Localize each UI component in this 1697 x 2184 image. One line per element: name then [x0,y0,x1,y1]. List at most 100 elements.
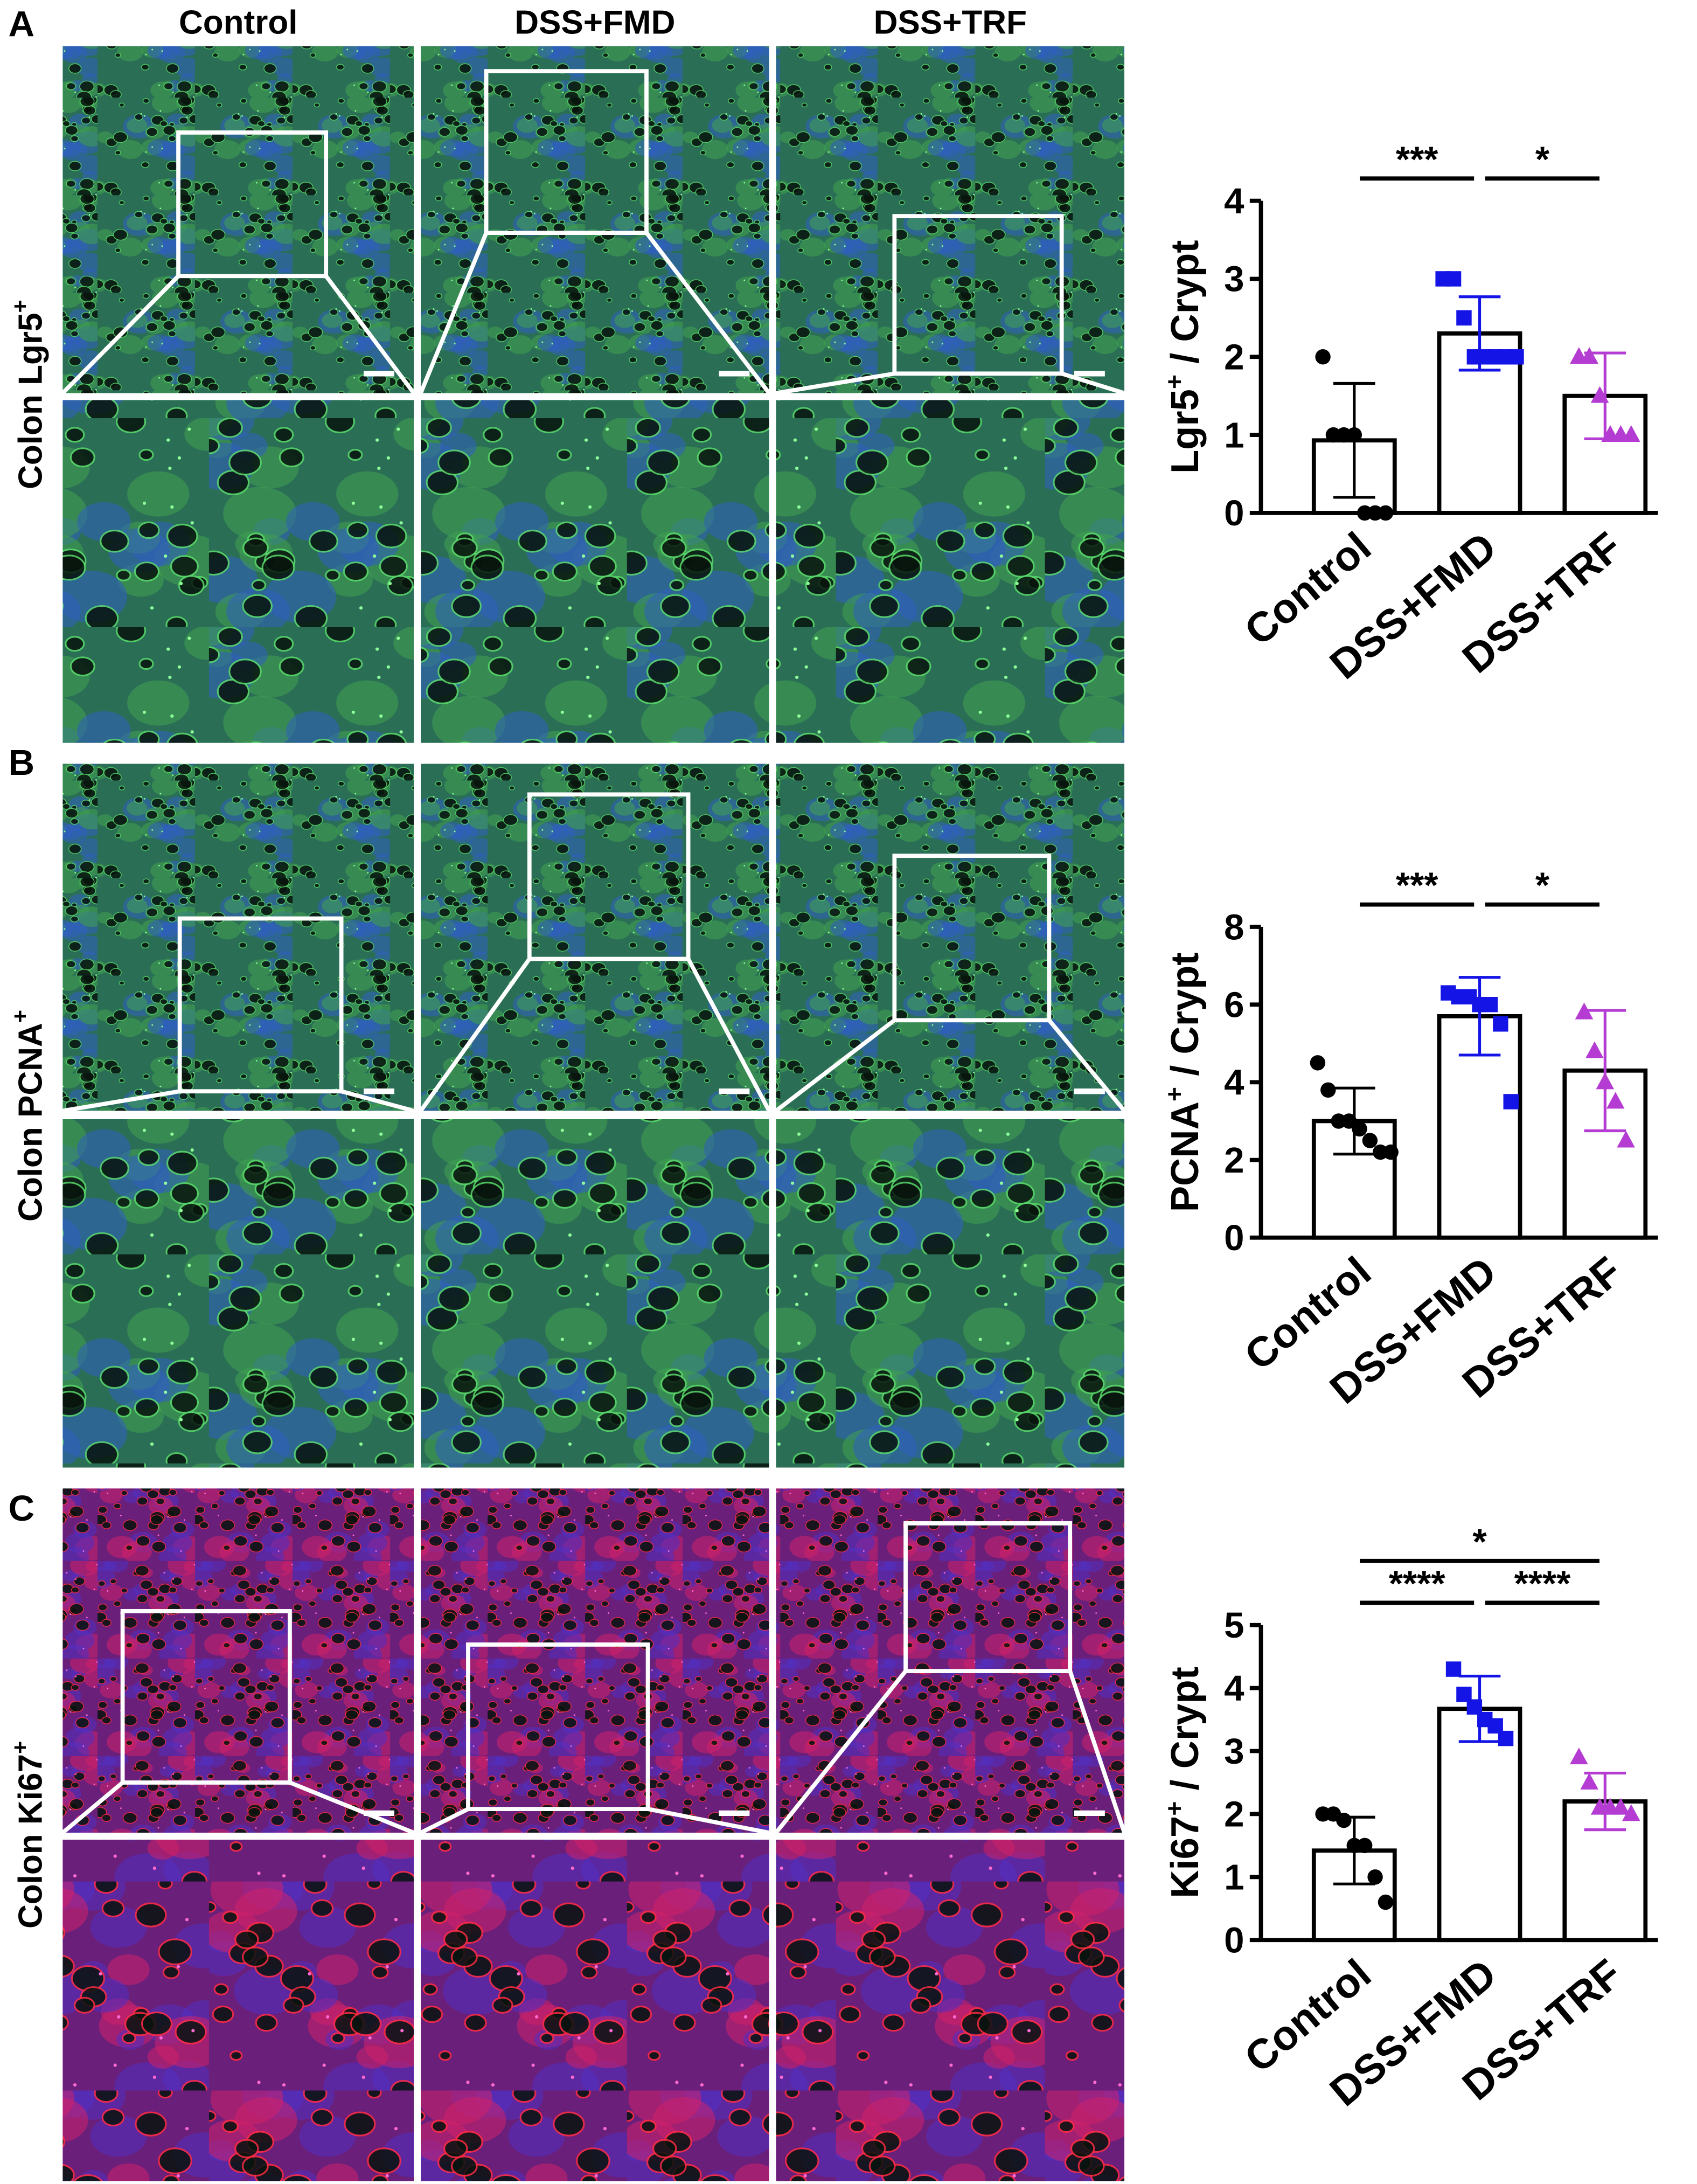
row-label: Colon Lgr5+ [8,300,50,489]
micrograph-zoom [62,1119,414,1468]
significance-label: * [1535,139,1550,179]
zoom-line [289,1780,415,1835]
data-point [1315,349,1331,365]
zoom-line [324,274,416,394]
micrograph-zoom [776,1840,1125,2181]
y-tick-label: 4 [1224,1668,1244,1709]
panel-letter: C [9,1488,35,1529]
column-header: DSS+TRF [874,4,1027,41]
y-tick-label: 0 [1224,1920,1244,1960]
data-point [1508,349,1524,365]
y-axis-label: Ki67+ / Crypt [1160,1667,1207,1898]
zoom-line [647,1807,770,1835]
y-tick-label: 5 [1224,1605,1244,1646]
micrograph [421,764,769,1111]
zoom-line [774,1669,908,1834]
y-axis-label: PCNA+ / Crypt [1160,952,1207,1212]
data-point [1456,310,1472,326]
inset-box [527,792,691,961]
micrograph-zoom [62,400,414,743]
row-label-main: Colon Lgr5 [12,313,50,489]
y-axis-label-part: / Crypt [1163,1667,1207,1801]
data-point [1580,347,1599,364]
y-tick-label: 6 [1224,984,1244,1025]
data-point [1378,505,1394,521]
zoom-line [1068,1670,1126,1834]
y-axis-label-part: / Crypt [1163,952,1207,1086]
data-point [1352,1121,1367,1137]
data-point [1336,1812,1352,1828]
bar [1437,1707,1522,1943]
data-point [1445,1661,1462,1677]
significance-label: * [1535,865,1550,906]
y-axis-label: Lgr5+ / Crypt [1160,240,1207,474]
y-axis-label-part: + [1160,1801,1188,1816]
zoom-line [61,1780,124,1835]
zoom-line [775,371,895,396]
significance-label: *** [1396,865,1438,906]
zoom-line [1061,371,1125,396]
data-point [1606,1092,1625,1109]
panel-letter: A [9,4,35,44]
micrograph-zoom [776,1119,1125,1468]
data-point [1341,1113,1357,1129]
y-tick-label: 0 [1224,1218,1244,1258]
data-point [1378,1894,1394,1910]
row-label-sup: + [8,300,33,313]
micrograph [421,1488,769,1833]
micrograph-zoom [62,1840,414,2181]
y-tick-label: 2 [1224,1140,1244,1181]
y-axis-label-part: + [1160,1087,1188,1101]
data-point [1357,1838,1373,1854]
row-label: Colon Ki67+ [8,1741,50,1929]
zoom-line [644,231,771,394]
data-point [1445,271,1462,287]
inset-box [484,69,649,235]
inset-box [903,1521,1073,1673]
y-tick-label: 1 [1224,1857,1244,1898]
y-tick-label: 3 [1224,259,1244,300]
y-tick-label: 2 [1224,1794,1244,1835]
row-label-main: Colon Ki67 [12,1754,50,1929]
data-point [1622,425,1640,442]
data-point [1596,1072,1615,1090]
y-tick-label: 4 [1224,181,1244,221]
significance-label: **** [1514,1563,1571,1604]
zoom-line [775,1018,896,1113]
panel-letter: B [9,743,35,783]
micrograph-zoom [421,400,769,743]
data-point [1362,1133,1378,1148]
zoom-line [419,232,489,394]
zoom-line [1047,1018,1126,1112]
y-axis-label-part: Ki67 [1163,1816,1207,1898]
data-point [1503,1094,1519,1110]
row-label: Colon PCNA+ [8,1010,50,1222]
y-axis-label-part: PCNA [1163,1101,1207,1212]
micrograph-zoom [776,400,1125,743]
significance-label: * [1472,1522,1487,1562]
error-bar [1458,976,1501,1057]
data-point [1570,1748,1588,1765]
data-point [1585,1041,1604,1058]
significance-label: *** [1396,139,1438,179]
data-point [1482,996,1498,1013]
zoom-line [61,274,180,395]
inset-box [177,916,344,1094]
y-tick-label: 1 [1224,415,1244,455]
data-point [1590,386,1609,403]
row-label-main: Colon PCNA [12,1023,50,1222]
data-point [1580,1772,1599,1790]
micrograph [421,46,769,393]
column-header: Control [179,4,298,41]
inset-box [176,130,329,279]
micrograph [62,764,414,1111]
data-point [1383,1144,1399,1160]
error-bar [1584,1771,1626,1832]
y-tick-label: 0 [1224,493,1244,533]
inset-box [466,1642,650,1811]
y-tick-label: 2 [1224,337,1244,378]
micrograph [776,1488,1125,1833]
significance-label: **** [1389,1563,1445,1604]
y-axis-label-part: Lgr5 [1163,389,1207,474]
inset-box [120,1608,292,1785]
